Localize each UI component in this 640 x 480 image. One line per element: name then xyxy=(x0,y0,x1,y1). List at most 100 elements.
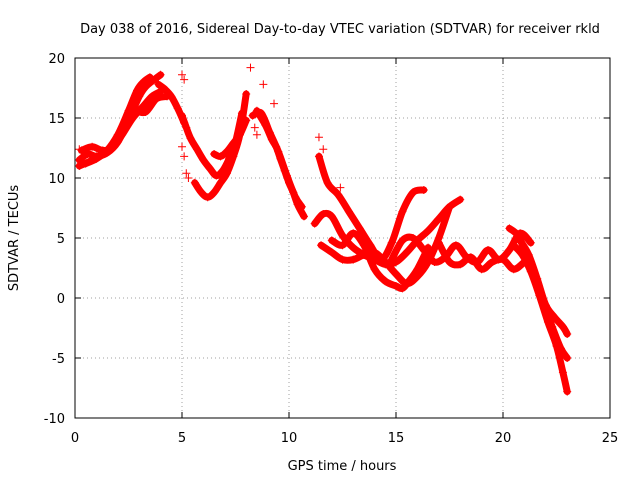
data-point xyxy=(558,368,567,377)
data-point xyxy=(563,330,572,338)
data-point xyxy=(445,202,454,211)
data-point xyxy=(242,116,251,125)
data-point xyxy=(404,277,413,286)
data-point xyxy=(222,169,231,178)
data-point xyxy=(229,139,238,148)
data-point xyxy=(160,85,169,94)
x-tick-labels: 0 5 10 15 20 25 xyxy=(71,431,618,446)
series-trace xyxy=(210,116,250,160)
plus-marker xyxy=(246,63,255,72)
series-arc-14 xyxy=(314,152,428,264)
plus-marker xyxy=(319,145,328,154)
plus-marker xyxy=(184,174,193,182)
data-point xyxy=(265,128,274,137)
data-point xyxy=(445,258,454,266)
data-point xyxy=(154,80,163,89)
plus-marker xyxy=(180,75,189,84)
data-point xyxy=(338,231,347,240)
data-point xyxy=(550,313,559,322)
data-point xyxy=(182,123,191,132)
series-layer xyxy=(75,70,572,396)
data-point xyxy=(186,134,195,143)
data-point xyxy=(509,265,518,274)
data-point xyxy=(229,152,238,161)
y-tick-label: 5 xyxy=(57,232,65,247)
data-point xyxy=(477,265,486,274)
plus-marker xyxy=(180,152,189,161)
data-point xyxy=(409,234,418,242)
data-point xyxy=(392,270,400,278)
data-point xyxy=(314,152,323,161)
plus-marker xyxy=(259,80,268,89)
data-point xyxy=(334,190,343,199)
data-point xyxy=(398,236,407,245)
data-point xyxy=(413,265,422,274)
data-point xyxy=(430,258,439,266)
data-point xyxy=(210,188,219,197)
y-tick-label: 20 xyxy=(48,52,65,67)
data-point xyxy=(133,86,142,95)
data-point xyxy=(192,145,201,154)
data-point xyxy=(509,241,518,250)
data-point xyxy=(299,212,308,221)
data-point xyxy=(563,354,572,362)
data-point xyxy=(310,219,319,228)
marker-layer xyxy=(75,63,345,192)
series-arc-19 xyxy=(516,236,572,338)
data-point xyxy=(387,238,396,247)
data-point xyxy=(402,248,411,257)
data-point xyxy=(216,152,225,161)
y-tick-label: -10 xyxy=(44,412,65,427)
data-point xyxy=(190,178,199,187)
x-tick-label: 20 xyxy=(495,431,512,446)
data-point xyxy=(558,322,567,331)
x-tick-label: 15 xyxy=(388,431,405,446)
data-point xyxy=(505,224,514,233)
data-point xyxy=(178,111,186,120)
data-point xyxy=(81,159,90,168)
data-point xyxy=(257,109,266,118)
data-point xyxy=(167,92,176,101)
data-point xyxy=(248,111,257,120)
data-point xyxy=(419,246,428,254)
y-tick-labels: -10 -5 0 5 10 15 20 xyxy=(44,52,65,427)
data-point xyxy=(199,156,208,164)
data-point xyxy=(88,142,97,151)
data-point xyxy=(488,258,497,266)
y-tick-label: 0 xyxy=(57,292,65,307)
data-point xyxy=(526,238,535,247)
data-point xyxy=(124,106,133,115)
data-point xyxy=(327,212,336,221)
data-point xyxy=(524,250,533,259)
series-arc-4 xyxy=(81,73,154,168)
plot-frame xyxy=(74,57,611,419)
plus-marker xyxy=(270,99,279,108)
data-point xyxy=(113,130,122,139)
data-point xyxy=(349,229,358,238)
data-point xyxy=(355,224,364,233)
data-point xyxy=(434,238,443,247)
series-arc-16 xyxy=(434,238,529,274)
data-point xyxy=(392,282,400,290)
data-point xyxy=(145,73,154,82)
chart-title: Day 038 of 2016, Sidereal Day-to-day VTE… xyxy=(80,22,600,37)
plus-marker xyxy=(178,70,186,79)
y-tick-label: 15 xyxy=(48,112,65,127)
data-point xyxy=(419,186,428,194)
data-point xyxy=(210,150,219,158)
data-point xyxy=(130,108,139,116)
data-point xyxy=(139,78,148,86)
data-point xyxy=(533,274,542,283)
data-point xyxy=(141,108,150,116)
data-point xyxy=(563,387,572,396)
data-point xyxy=(197,188,206,197)
data-point xyxy=(424,226,433,235)
data-point xyxy=(456,260,465,269)
data-point xyxy=(366,241,375,250)
data-point xyxy=(212,171,221,180)
data-point xyxy=(242,90,251,98)
x-axis-label: GPS time / hours xyxy=(288,459,397,474)
data-point xyxy=(516,236,525,245)
plus-marker xyxy=(252,130,261,139)
series-trace xyxy=(82,73,154,168)
